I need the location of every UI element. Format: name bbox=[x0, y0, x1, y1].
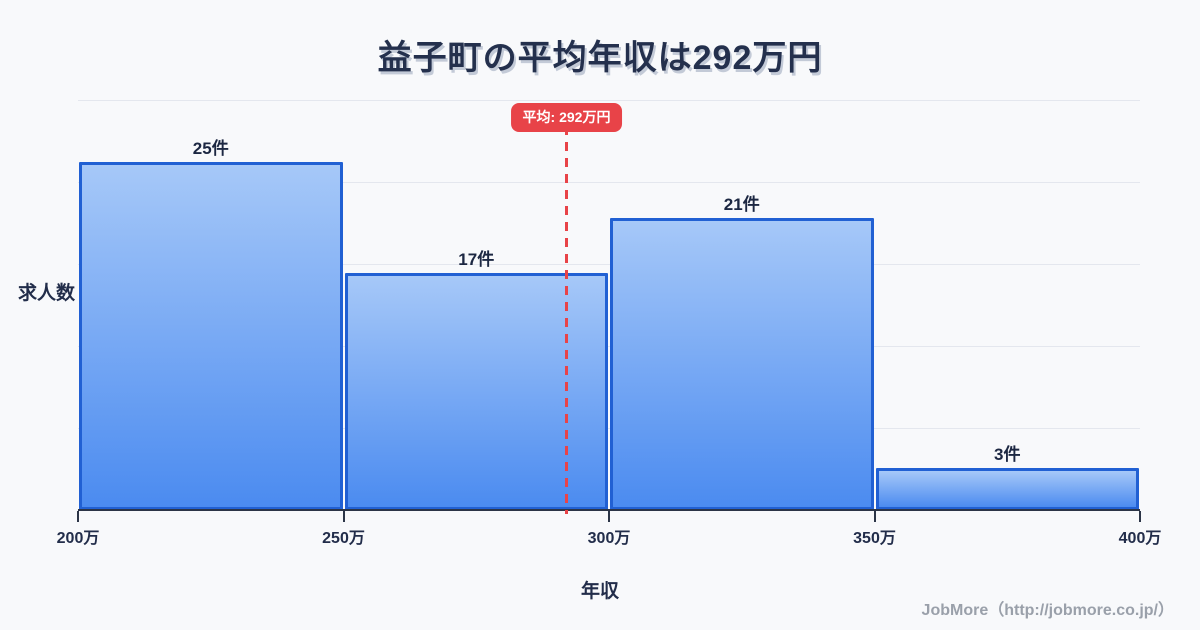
histogram-bar bbox=[79, 162, 343, 510]
bar-count-label: 3件 bbox=[994, 445, 1021, 465]
x-axis-tick bbox=[77, 511, 79, 522]
x-axis-line bbox=[78, 509, 1140, 511]
bar-count-label: 17件 bbox=[458, 250, 495, 270]
bar-count-label: 25件 bbox=[192, 139, 229, 158]
x-axis-tick-label: 350万 bbox=[853, 530, 896, 547]
x-axis-tick bbox=[342, 511, 345, 522]
y-axis-label: 求人数 bbox=[18, 283, 76, 304]
x-axis-label: 年収 bbox=[580, 581, 619, 602]
histogram-bar bbox=[344, 273, 608, 510]
histogram-bar bbox=[610, 217, 874, 510]
gridline bbox=[78, 182, 1140, 183]
x-axis-tick bbox=[873, 511, 876, 522]
gridline bbox=[78, 264, 1140, 265]
x-axis-tick-label: 400万 bbox=[1118, 530, 1162, 547]
bar-count-label: 21件 bbox=[723, 194, 760, 214]
histogram-bar bbox=[875, 468, 1139, 510]
x-axis-tick-label: 300万 bbox=[587, 530, 631, 547]
chart-title: 益子町の平均年収は292万円 bbox=[377, 39, 823, 77]
average-badge: 平均: 292万円 bbox=[510, 103, 623, 132]
x-axis-tick-label: 250万 bbox=[322, 530, 365, 547]
footer-credit: JobMore（http://jobmore.co.jp/） bbox=[921, 602, 1174, 619]
gridline bbox=[78, 100, 1140, 101]
x-axis-tick-label: 200万 bbox=[56, 530, 100, 547]
average-line bbox=[565, 126, 569, 514]
gridline bbox=[78, 346, 1140, 347]
gridline bbox=[78, 428, 1140, 429]
x-axis-tick bbox=[1139, 511, 1141, 522]
x-axis-tick bbox=[608, 511, 610, 522]
